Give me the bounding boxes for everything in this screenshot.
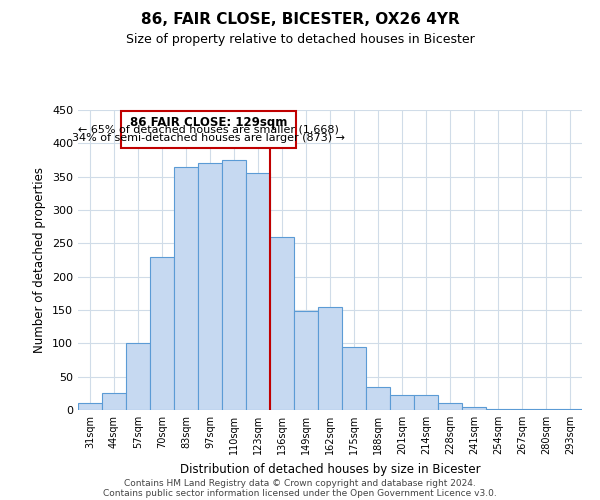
Bar (438, 404, 462, 410)
Bar (390, 396, 414, 410)
Bar (126, 344, 150, 410)
Bar (78, 404, 102, 410)
Bar (198, 164, 222, 410)
Bar (462, 408, 486, 410)
Bar (270, 236, 294, 410)
Bar (102, 394, 126, 410)
Bar (342, 346, 366, 410)
Text: 86, FAIR CLOSE, BICESTER, OX26 4YR: 86, FAIR CLOSE, BICESTER, OX26 4YR (140, 12, 460, 28)
Text: ← 65% of detached houses are smaller (1,668): ← 65% of detached houses are smaller (1,… (79, 124, 339, 134)
Text: 86 FAIR CLOSE: 129sqm: 86 FAIR CLOSE: 129sqm (130, 116, 287, 129)
Text: Contains public sector information licensed under the Open Government Licence v3: Contains public sector information licen… (103, 488, 497, 498)
Bar (174, 166, 198, 410)
FancyBboxPatch shape (121, 112, 296, 148)
Bar (294, 312, 318, 410)
X-axis label: Distribution of detached houses by size in Bicester: Distribution of detached houses by size … (179, 462, 481, 475)
Bar (150, 256, 174, 410)
Bar (222, 160, 246, 410)
Bar (414, 396, 438, 410)
Bar (558, 408, 582, 410)
Bar (366, 386, 390, 410)
Bar (486, 408, 510, 410)
Text: Size of property relative to detached houses in Bicester: Size of property relative to detached ho… (125, 32, 475, 46)
Y-axis label: Number of detached properties: Number of detached properties (34, 167, 46, 353)
Text: 34% of semi-detached houses are larger (873) →: 34% of semi-detached houses are larger (… (73, 132, 346, 142)
Bar (510, 408, 534, 410)
Bar (246, 174, 270, 410)
Text: Contains HM Land Registry data © Crown copyright and database right 2024.: Contains HM Land Registry data © Crown c… (124, 478, 476, 488)
Bar (318, 306, 342, 410)
